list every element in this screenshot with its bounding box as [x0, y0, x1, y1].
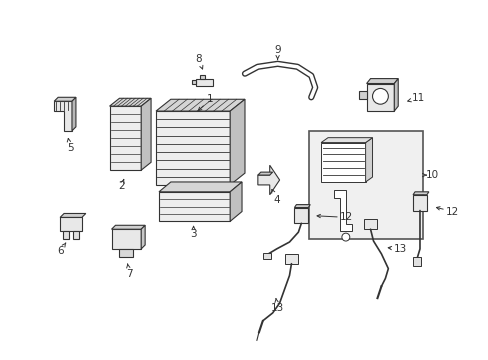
- Polygon shape: [230, 182, 242, 221]
- Polygon shape: [159, 192, 230, 221]
- Polygon shape: [191, 80, 195, 84]
- Polygon shape: [284, 254, 298, 264]
- Polygon shape: [109, 106, 141, 170]
- Polygon shape: [111, 229, 141, 249]
- Polygon shape: [366, 78, 397, 84]
- Text: 7: 7: [126, 269, 132, 279]
- Polygon shape: [412, 257, 420, 266]
- Text: 9: 9: [274, 45, 281, 55]
- Polygon shape: [393, 78, 397, 111]
- Polygon shape: [54, 97, 76, 101]
- Polygon shape: [73, 231, 79, 239]
- Polygon shape: [156, 99, 244, 111]
- Text: 12: 12: [340, 212, 353, 222]
- Text: 8: 8: [195, 54, 202, 64]
- Polygon shape: [60, 217, 81, 231]
- Polygon shape: [111, 225, 145, 229]
- Polygon shape: [333, 190, 351, 231]
- Polygon shape: [54, 101, 72, 131]
- Text: 11: 11: [410, 93, 424, 103]
- Polygon shape: [366, 84, 393, 111]
- Polygon shape: [257, 165, 279, 195]
- Text: 13: 13: [393, 244, 406, 254]
- Text: 4: 4: [273, 195, 279, 205]
- Text: 3: 3: [190, 229, 197, 239]
- Text: 1: 1: [206, 94, 213, 104]
- Polygon shape: [321, 143, 365, 182]
- Polygon shape: [60, 213, 86, 217]
- Polygon shape: [363, 219, 377, 229]
- Text: 5: 5: [66, 144, 73, 153]
- Circle shape: [341, 233, 349, 241]
- Polygon shape: [230, 99, 244, 185]
- Bar: [308, 131, 422, 239]
- Text: 10: 10: [426, 170, 439, 180]
- Polygon shape: [358, 91, 366, 99]
- Text: 13: 13: [270, 303, 284, 313]
- Polygon shape: [412, 195, 426, 211]
- Polygon shape: [294, 208, 307, 223]
- Text: 2: 2: [118, 181, 124, 191]
- Text: 12: 12: [445, 207, 458, 216]
- Polygon shape: [141, 98, 151, 170]
- Polygon shape: [294, 204, 309, 208]
- Polygon shape: [156, 111, 230, 185]
- Circle shape: [372, 89, 387, 104]
- Polygon shape: [257, 172, 272, 175]
- Polygon shape: [109, 98, 151, 106]
- Polygon shape: [63, 231, 69, 239]
- Polygon shape: [365, 138, 372, 182]
- Polygon shape: [321, 138, 372, 143]
- Polygon shape: [119, 249, 133, 257]
- Polygon shape: [159, 182, 242, 192]
- Polygon shape: [262, 253, 270, 259]
- Text: 6: 6: [57, 246, 63, 256]
- Polygon shape: [195, 78, 213, 86]
- Polygon shape: [141, 225, 145, 249]
- Polygon shape: [72, 97, 76, 131]
- Polygon shape: [412, 192, 428, 195]
- Polygon shape: [199, 75, 205, 78]
